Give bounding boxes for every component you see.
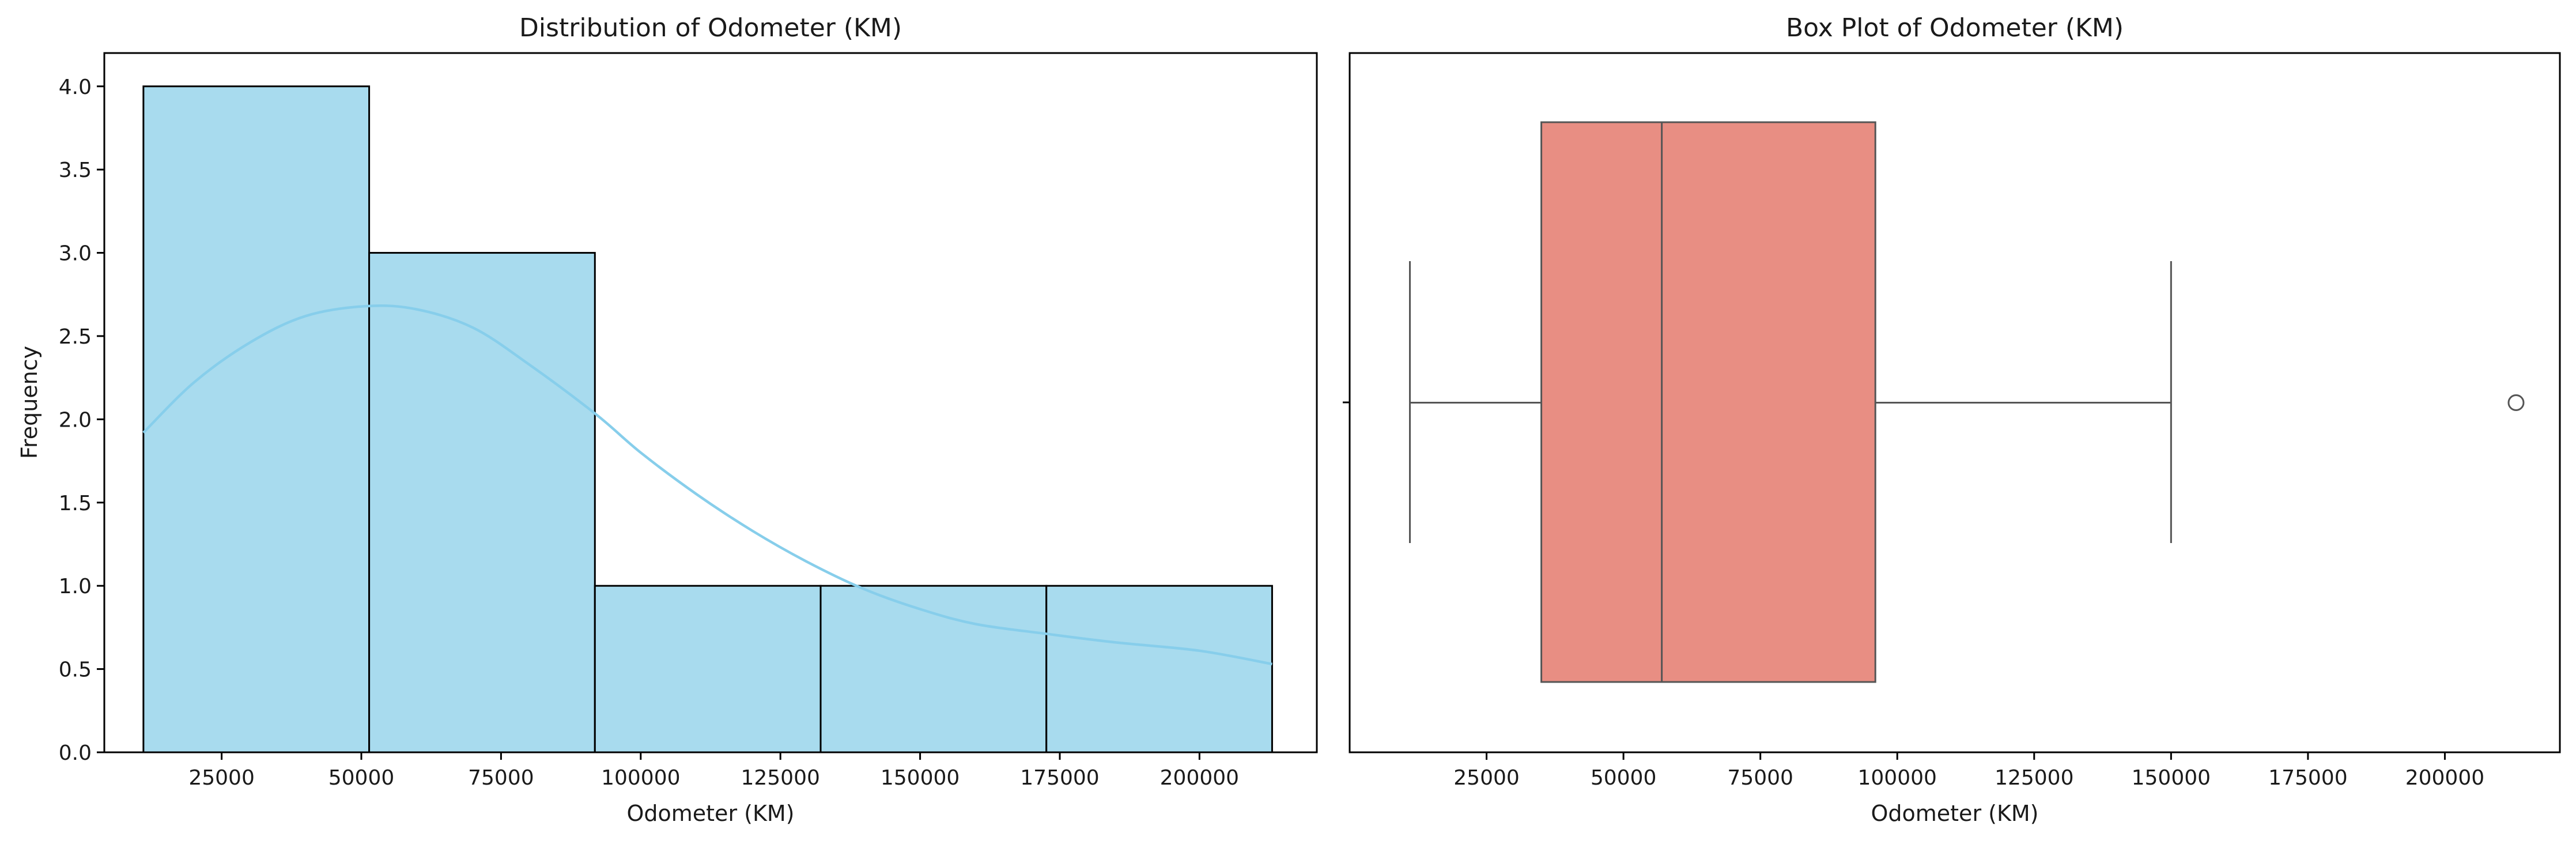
kde-curve-group — [142, 304, 1272, 666]
histogram-y-ticks: 0.0 0.5 1.0 1.5 2.0 2.5 3.0 3.5 4.0 — [59, 76, 104, 765]
histogram-y-tick-label: 0.0 — [59, 741, 92, 765]
boxplot-x-tick-label: 200000 — [2405, 766, 2484, 790]
boxplot-x-tick-label: 75000 — [1727, 766, 1793, 790]
histogram-bar-2 — [368, 252, 596, 753]
histogram-bars — [142, 85, 1273, 753]
histogram-y-axis-label: Frequency — [17, 346, 42, 459]
histogram-x-tick-label: 125000 — [741, 766, 819, 790]
boxplot-panel: Box Plot of Odometer (KM) 25000 50000 7500… — [1343, 13, 2561, 826]
boxplot-x-axis-label: Odometer (KM) — [1871, 801, 2038, 826]
boxplot-marks — [1409, 121, 2525, 683]
histogram-y-tick-label: 1.5 — [59, 492, 92, 515]
histogram-y-tick-label: 0.5 — [59, 658, 92, 682]
histogram-x-tick-label: 100000 — [601, 766, 680, 790]
histogram-y-tick-label: 3.0 — [59, 242, 92, 266]
kde-curve — [142, 304, 1272, 666]
histogram-bar-5 — [1045, 585, 1273, 753]
histogram-x-tick-label: 200000 — [1160, 766, 1239, 790]
histogram-title: Distribution of Odometer (KM) — [519, 13, 902, 43]
histogram-x-tick-label: 75000 — [468, 766, 534, 790]
histogram-y-tick-label: 2.0 — [59, 408, 92, 432]
histogram-y-tick-label: 4.0 — [59, 76, 92, 99]
histogram-x-tick-label: 25000 — [188, 766, 255, 790]
boxplot-box — [1540, 121, 1876, 683]
histogram-panel: Distribution of Odometer (KM) 25000 50000… — [17, 13, 1318, 826]
histogram-bar-3 — [594, 585, 822, 753]
boxplot-x-tick-label: 125000 — [1995, 766, 2073, 790]
histogram-bar-1 — [142, 85, 371, 753]
histogram-x-tick-label: 175000 — [1020, 766, 1099, 790]
histogram-bar-4 — [819, 585, 1048, 753]
histogram-x-tick-label: 50000 — [328, 766, 395, 790]
boxplot-x-tick-label: 25000 — [1453, 766, 1520, 790]
boxplot-outlier — [2507, 394, 2525, 411]
histogram-x-tick-label: 150000 — [881, 766, 960, 790]
histogram-plot-frame — [103, 52, 1318, 753]
histogram-y-tick-label: 3.5 — [59, 159, 92, 182]
boxplot-x-tick-label: 100000 — [1858, 766, 1937, 790]
boxplot-title: Box Plot of Odometer (KM) — [1786, 13, 2124, 43]
boxplot-x-tick-label: 175000 — [2268, 766, 2347, 790]
histogram-x-ticks: 25000 50000 75000 100000 125000 150000 175000 2… — [188, 752, 1239, 790]
histogram-y-tick-label: 1.0 — [59, 575, 92, 598]
boxplot-x-ticks: 25000 50000 75000 100000 125000 150000 175000 2… — [1453, 752, 2484, 790]
boxplot-x-tick-label: 50000 — [1591, 766, 1657, 790]
boxplot-x-tick-label: 150000 — [2132, 766, 2211, 790]
histogram-y-tick-label: 2.5 — [59, 325, 92, 349]
histogram-x-axis-label: Odometer (KM) — [626, 801, 794, 826]
